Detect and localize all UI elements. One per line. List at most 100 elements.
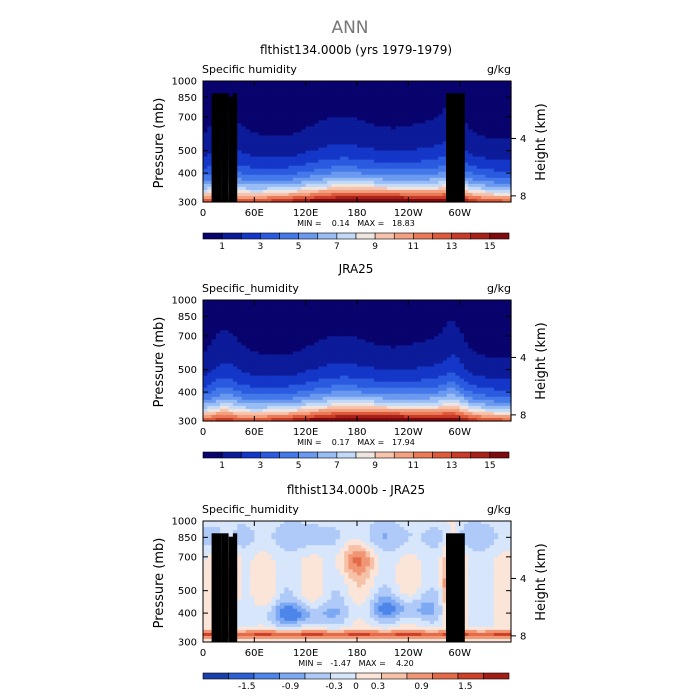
heatmap-cell	[485, 123, 491, 127]
heatmap-cell	[309, 375, 315, 380]
heatmap-cell	[361, 342, 367, 346]
heatmap-cell	[258, 348, 264, 353]
heatmap-cell	[344, 84, 350, 88]
heatmap-cell	[250, 189, 255, 194]
heatmap-cell	[262, 81, 268, 85]
heatmap-cell	[489, 171, 495, 176]
heatmap-cell	[305, 135, 311, 140]
heatmap-cell	[434, 84, 439, 88]
heatmap-cell	[339, 195, 345, 200]
heatmap-cell	[301, 105, 307, 109]
heatmap-cell	[254, 102, 260, 106]
heatmap-cell	[314, 108, 320, 112]
heatmap-cell	[442, 102, 448, 106]
heatmap-cell	[459, 333, 465, 337]
heatmap-cell	[485, 198, 491, 203]
heatmap-cell	[438, 180, 444, 185]
heatmap-cell	[254, 147, 260, 152]
heatmap-cell	[207, 90, 213, 94]
heatmap-cell	[481, 321, 486, 325]
heatmap-cell	[451, 378, 456, 383]
heatmap-cell	[481, 342, 486, 346]
heatmap-cell	[245, 195, 251, 200]
heatmap-cell	[207, 183, 213, 188]
heatmap-cell	[245, 189, 251, 194]
heatmap-cell	[476, 375, 482, 380]
heatmap-cell	[395, 309, 401, 313]
heatmap-cell	[395, 144, 401, 149]
heatmap-cell	[301, 372, 307, 377]
heatmap-cell	[399, 156, 405, 161]
heatmap-cell	[382, 144, 388, 149]
heatmap-cell	[292, 309, 298, 313]
heatmap-cell	[250, 363, 255, 368]
heatmap-cell	[391, 141, 397, 146]
heatmap-cell	[344, 162, 350, 167]
heatmap-cell	[395, 192, 401, 197]
heatmap-cell	[498, 96, 504, 100]
heatmap-cell	[399, 132, 405, 137]
heatmap-cell	[446, 366, 452, 371]
heatmap-cell	[237, 348, 243, 353]
heatmap-cell	[241, 327, 247, 331]
heatmap-cell	[481, 147, 486, 152]
x-tick-label: 180	[347, 208, 366, 219]
heatmap-cell	[335, 354, 341, 359]
heatmap-cell	[404, 114, 409, 118]
heatmap-cell	[309, 309, 315, 313]
heatmap-cell	[207, 372, 213, 377]
heatmap-cell	[331, 123, 337, 127]
heatmap-cell	[292, 183, 298, 188]
heatmap-cell	[335, 303, 341, 307]
heatmap-cell	[250, 102, 255, 106]
heatmap-cell	[438, 102, 444, 106]
heatmap-cell	[369, 144, 375, 149]
heatmap-cell	[425, 84, 431, 88]
heatmap-cell	[262, 318, 268, 322]
heatmap-cell	[391, 105, 397, 109]
heatmap-cell	[434, 108, 439, 112]
heatmap-cell	[241, 177, 247, 182]
heatmap-cell	[468, 87, 474, 91]
heatmap-cell	[506, 327, 512, 331]
heatmap-cell	[485, 339, 491, 343]
heatmap-cell	[365, 120, 371, 124]
heatmap-cell	[468, 96, 474, 100]
heatmap-cell	[327, 90, 332, 94]
heatmap-cell	[442, 120, 448, 124]
heatmap-cell	[489, 108, 495, 112]
heatmap-cell	[498, 156, 504, 161]
heatmap-cell	[301, 330, 307, 334]
heatmap-cell	[412, 198, 418, 203]
heatmap-cell	[463, 342, 469, 346]
heatmap-cell	[288, 141, 294, 146]
heatmap-cell	[258, 324, 264, 328]
heatmap-cell	[485, 351, 491, 356]
heatmap-cell	[241, 114, 247, 118]
heatmap-cell	[284, 156, 290, 161]
heatmap-cell	[207, 135, 213, 140]
heatmap-cell	[468, 102, 474, 106]
heatmap-cell	[399, 369, 405, 374]
heatmap-cell	[502, 333, 508, 337]
heatmap-cell	[271, 177, 277, 182]
heatmap-cell	[241, 153, 247, 158]
heatmap-cell	[412, 192, 418, 197]
colorbar-tick-label: 5	[296, 242, 302, 252]
heatmap-cell	[438, 339, 444, 343]
heatmap-cell	[374, 81, 379, 85]
heatmap-cell	[365, 129, 371, 134]
heatmap-cell	[416, 327, 422, 331]
heatmap-cell	[369, 369, 375, 374]
heatmap-cell	[404, 132, 409, 137]
heatmap-cell	[335, 81, 341, 85]
heatmap-cell	[408, 378, 414, 383]
heatmap-cell	[429, 363, 435, 368]
heatmap-cell	[258, 171, 264, 176]
heatmap-cell	[245, 93, 251, 97]
heatmap-cell	[442, 381, 448, 386]
heatmap-cell	[412, 312, 418, 316]
heatmap-cell	[220, 351, 225, 356]
heatmap-cell	[481, 102, 486, 106]
heatmap-cell	[211, 363, 217, 368]
